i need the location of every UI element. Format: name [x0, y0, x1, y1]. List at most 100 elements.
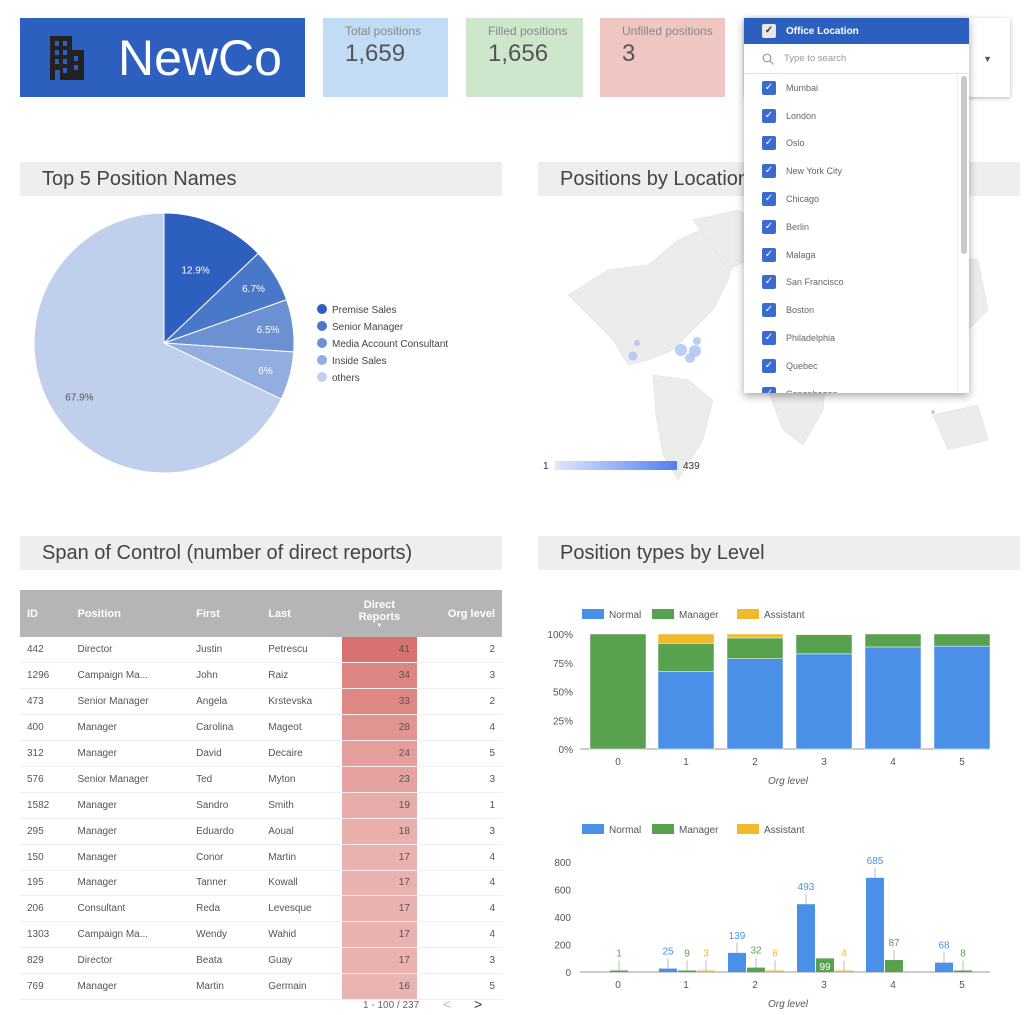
table-cell: 295 — [20, 818, 71, 845]
prev-page-button[interactable]: < — [443, 996, 452, 1012]
checkbox-checked-icon[interactable]: ✓ — [762, 108, 776, 123]
table-row[interactable]: 195 Manager Tanner Kowall 17 4 — [20, 870, 502, 897]
table-cell: 23 — [341, 766, 417, 793]
location-bubbles[interactable] — [628, 337, 936, 414]
table-row[interactable]: 829 Director Beata Guay 17 3 — [20, 947, 502, 975]
data-label: 32 — [750, 946, 762, 957]
bar — [747, 967, 765, 972]
table-cell: Wahid — [261, 921, 342, 949]
table-row[interactable]: 576 Senior Manager Ted Myton 23 3 — [20, 766, 502, 793]
location-option[interactable]: ✓ Boston — [744, 296, 969, 324]
scrollbar[interactable] — [961, 76, 967, 254]
location-option[interactable]: ✓ Chicago — [744, 185, 969, 213]
location-option[interactable]: ✓ New York City — [744, 157, 969, 185]
table-cell: 4 — [416, 895, 502, 923]
map-legend-max: 439 — [683, 461, 700, 472]
bar — [954, 970, 972, 972]
sort-desc-icon[interactable]: ▼ — [376, 622, 383, 629]
location-label: Copenhagen — [786, 389, 838, 393]
x-tick-label: 0 — [615, 980, 621, 991]
bar-segment — [864, 633, 922, 648]
select-all-header[interactable]: ✓ Office Location — [744, 18, 969, 44]
table-cell: 41 — [341, 637, 417, 664]
table-row[interactable]: 769 Manager Martin Germain 16 5 — [20, 973, 502, 1000]
legend-swatch — [737, 609, 759, 619]
x-tick-label: 2 — [752, 757, 758, 768]
checkbox-checked-icon[interactable]: ✓ — [762, 275, 776, 290]
location-option[interactable]: ✓ Mumbai — [744, 74, 969, 102]
bar — [866, 877, 884, 972]
table-row[interactable]: 1296 Campaign Ma... John Raiz 34 3 — [20, 662, 502, 690]
location-label: Berlin — [786, 221, 810, 232]
checkbox-checked-icon[interactable]: ✓ — [762, 386, 776, 393]
checkbox-checked-icon[interactable]: ✓ — [762, 80, 776, 95]
location-option[interactable]: ✓ Oslo — [744, 130, 969, 158]
table-row[interactable]: 442 Director Justin Petrescu 41 2 — [20, 637, 502, 664]
location-option[interactable]: ✓ Malaga — [744, 241, 969, 269]
next-page-button[interactable]: > — [474, 996, 483, 1012]
location-label: London — [786, 110, 817, 121]
table-cell: 4 — [416, 870, 502, 897]
bar — [766, 970, 784, 972]
table-cell: 195 — [20, 870, 71, 897]
checkbox-checked-icon[interactable]: ✓ — [762, 219, 776, 234]
legend-label: Normal — [609, 825, 641, 836]
y-tick-label: 75% — [553, 659, 573, 670]
column-header[interactable]: Position — [70, 590, 190, 637]
table-row[interactable]: 473 Senior Manager Angela Krstevska 33 2 — [20, 688, 502, 716]
checkbox-checked-icon[interactable]: ✓ — [762, 358, 776, 373]
kpi-value: 1,656 — [488, 40, 549, 67]
table-row[interactable]: 312 Manager David Decaire 24 5 — [20, 740, 502, 767]
checkbox-checked-icon[interactable]: ✓ — [762, 164, 776, 179]
table-row[interactable]: 150 Manager Conor Martin 17 4 — [20, 844, 502, 871]
column-header[interactable]: Org level — [416, 590, 502, 637]
kpi-total-positions: Total positions 1,659 — [323, 18, 448, 97]
location-option[interactable]: ✓ Copenhagen — [744, 380, 969, 393]
table-cell: 3 — [416, 766, 502, 793]
legend-swatch — [582, 609, 604, 619]
location-option[interactable]: ✓ San Francisco — [744, 269, 969, 297]
table-cell: Myton — [261, 766, 342, 793]
table-row[interactable]: 1582 Manager Sandro Smith 19 1 — [20, 792, 502, 819]
location-option[interactable]: ✓ Philadelphia — [744, 324, 969, 352]
table-row[interactable]: 206 Consultant Reda Levesque 17 4 — [20, 895, 502, 923]
section-title-top5: Top 5 Position Names — [20, 162, 502, 196]
table-row[interactable]: 295 Manager Eduardo Aoual 18 3 — [20, 818, 502, 845]
column-header[interactable]: First — [189, 590, 262, 637]
location-option[interactable]: ✓ Berlin — [744, 213, 969, 241]
checkbox-checked-icon[interactable]: ✓ — [762, 136, 776, 151]
x-tick-label: 3 — [821, 980, 827, 991]
location-list[interactable]: ✓ Mumbai ✓ London ✓ Oslo ✓ New York City ✓ Chicag… — [744, 74, 969, 393]
column-header[interactable]: ID — [20, 590, 71, 637]
legend-marker — [317, 355, 327, 365]
table-cell: Manager — [70, 844, 190, 871]
table-row[interactable]: 400 Manager Carolina Mageot 28 4 — [20, 714, 502, 742]
section-title-types: Position types by Level — [538, 536, 1020, 570]
column-header[interactable]: Last — [261, 590, 342, 637]
dropdown-arrow-icon[interactable]: ▼ — [983, 54, 992, 64]
y-tick-label: 50% — [553, 688, 573, 699]
table-cell: Sandro — [189, 792, 262, 819]
checkbox-checked-icon[interactable]: ✓ — [762, 331, 776, 346]
table-cell: Aoual — [261, 818, 342, 845]
slice-label: 67.9% — [65, 392, 93, 403]
x-axis-title: Org level — [768, 776, 809, 787]
legend-marker — [317, 304, 327, 314]
table-cell: 4 — [416, 844, 502, 871]
table-cell: 3 — [416, 662, 502, 690]
select-all-checkbox[interactable]: ✓ — [762, 24, 776, 38]
data-label: 9 — [684, 949, 690, 960]
column-header[interactable]: Direct Reports ▼ — [341, 590, 417, 637]
data-label: 99 — [819, 962, 831, 973]
office-location-dropdown[interactable]: ✓ Office Location Type to search ✓ Mumbai ✓… — [744, 18, 969, 393]
checkbox-checked-icon[interactable]: ✓ — [762, 247, 776, 262]
location-option[interactable]: ✓ Quebec — [744, 352, 969, 380]
data-label: 68 — [938, 941, 950, 952]
location-option[interactable]: ✓ London — [744, 102, 969, 130]
checkbox-checked-icon[interactable]: ✓ — [762, 192, 776, 207]
table-cell: 150 — [20, 844, 71, 871]
search-input[interactable]: Type to search — [744, 44, 969, 74]
data-label: 685 — [867, 856, 884, 867]
checkbox-checked-icon[interactable]: ✓ — [762, 303, 776, 318]
table-row[interactable]: 1303 Campaign Ma... Wendy Wahid 17 4 — [20, 921, 502, 949]
